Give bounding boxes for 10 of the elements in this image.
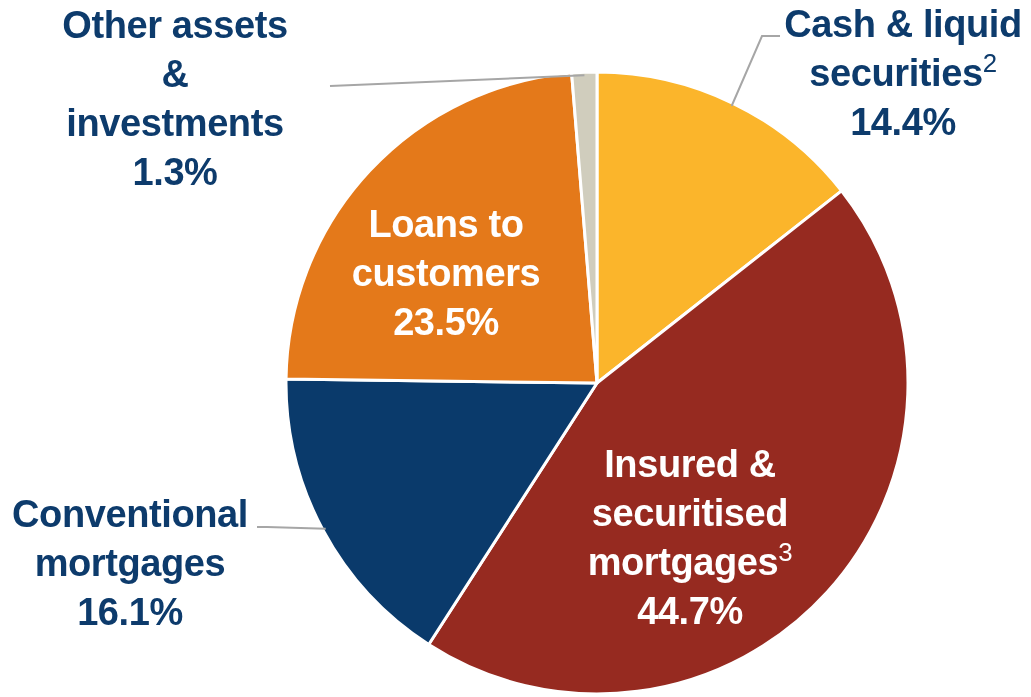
- slice-label: Insured & securitised mortgages$^{3}$: [587, 443, 793, 583]
- slice-label: Other assets & investments: [62, 4, 288, 144]
- data-label: 14.4%: [850, 101, 956, 143]
- data-label: 16.1%: [77, 591, 183, 633]
- slice-label: Loans to customers: [351, 203, 541, 294]
- data-label: 44.7%: [637, 590, 743, 632]
- data-label: 1.3%: [132, 151, 218, 193]
- slice-label: Cash & liquid securities$^{2}$: [784, 3, 1022, 94]
- slice-label: Conventional mortgages: [12, 493, 248, 584]
- data-label: 23.5%: [393, 301, 499, 343]
